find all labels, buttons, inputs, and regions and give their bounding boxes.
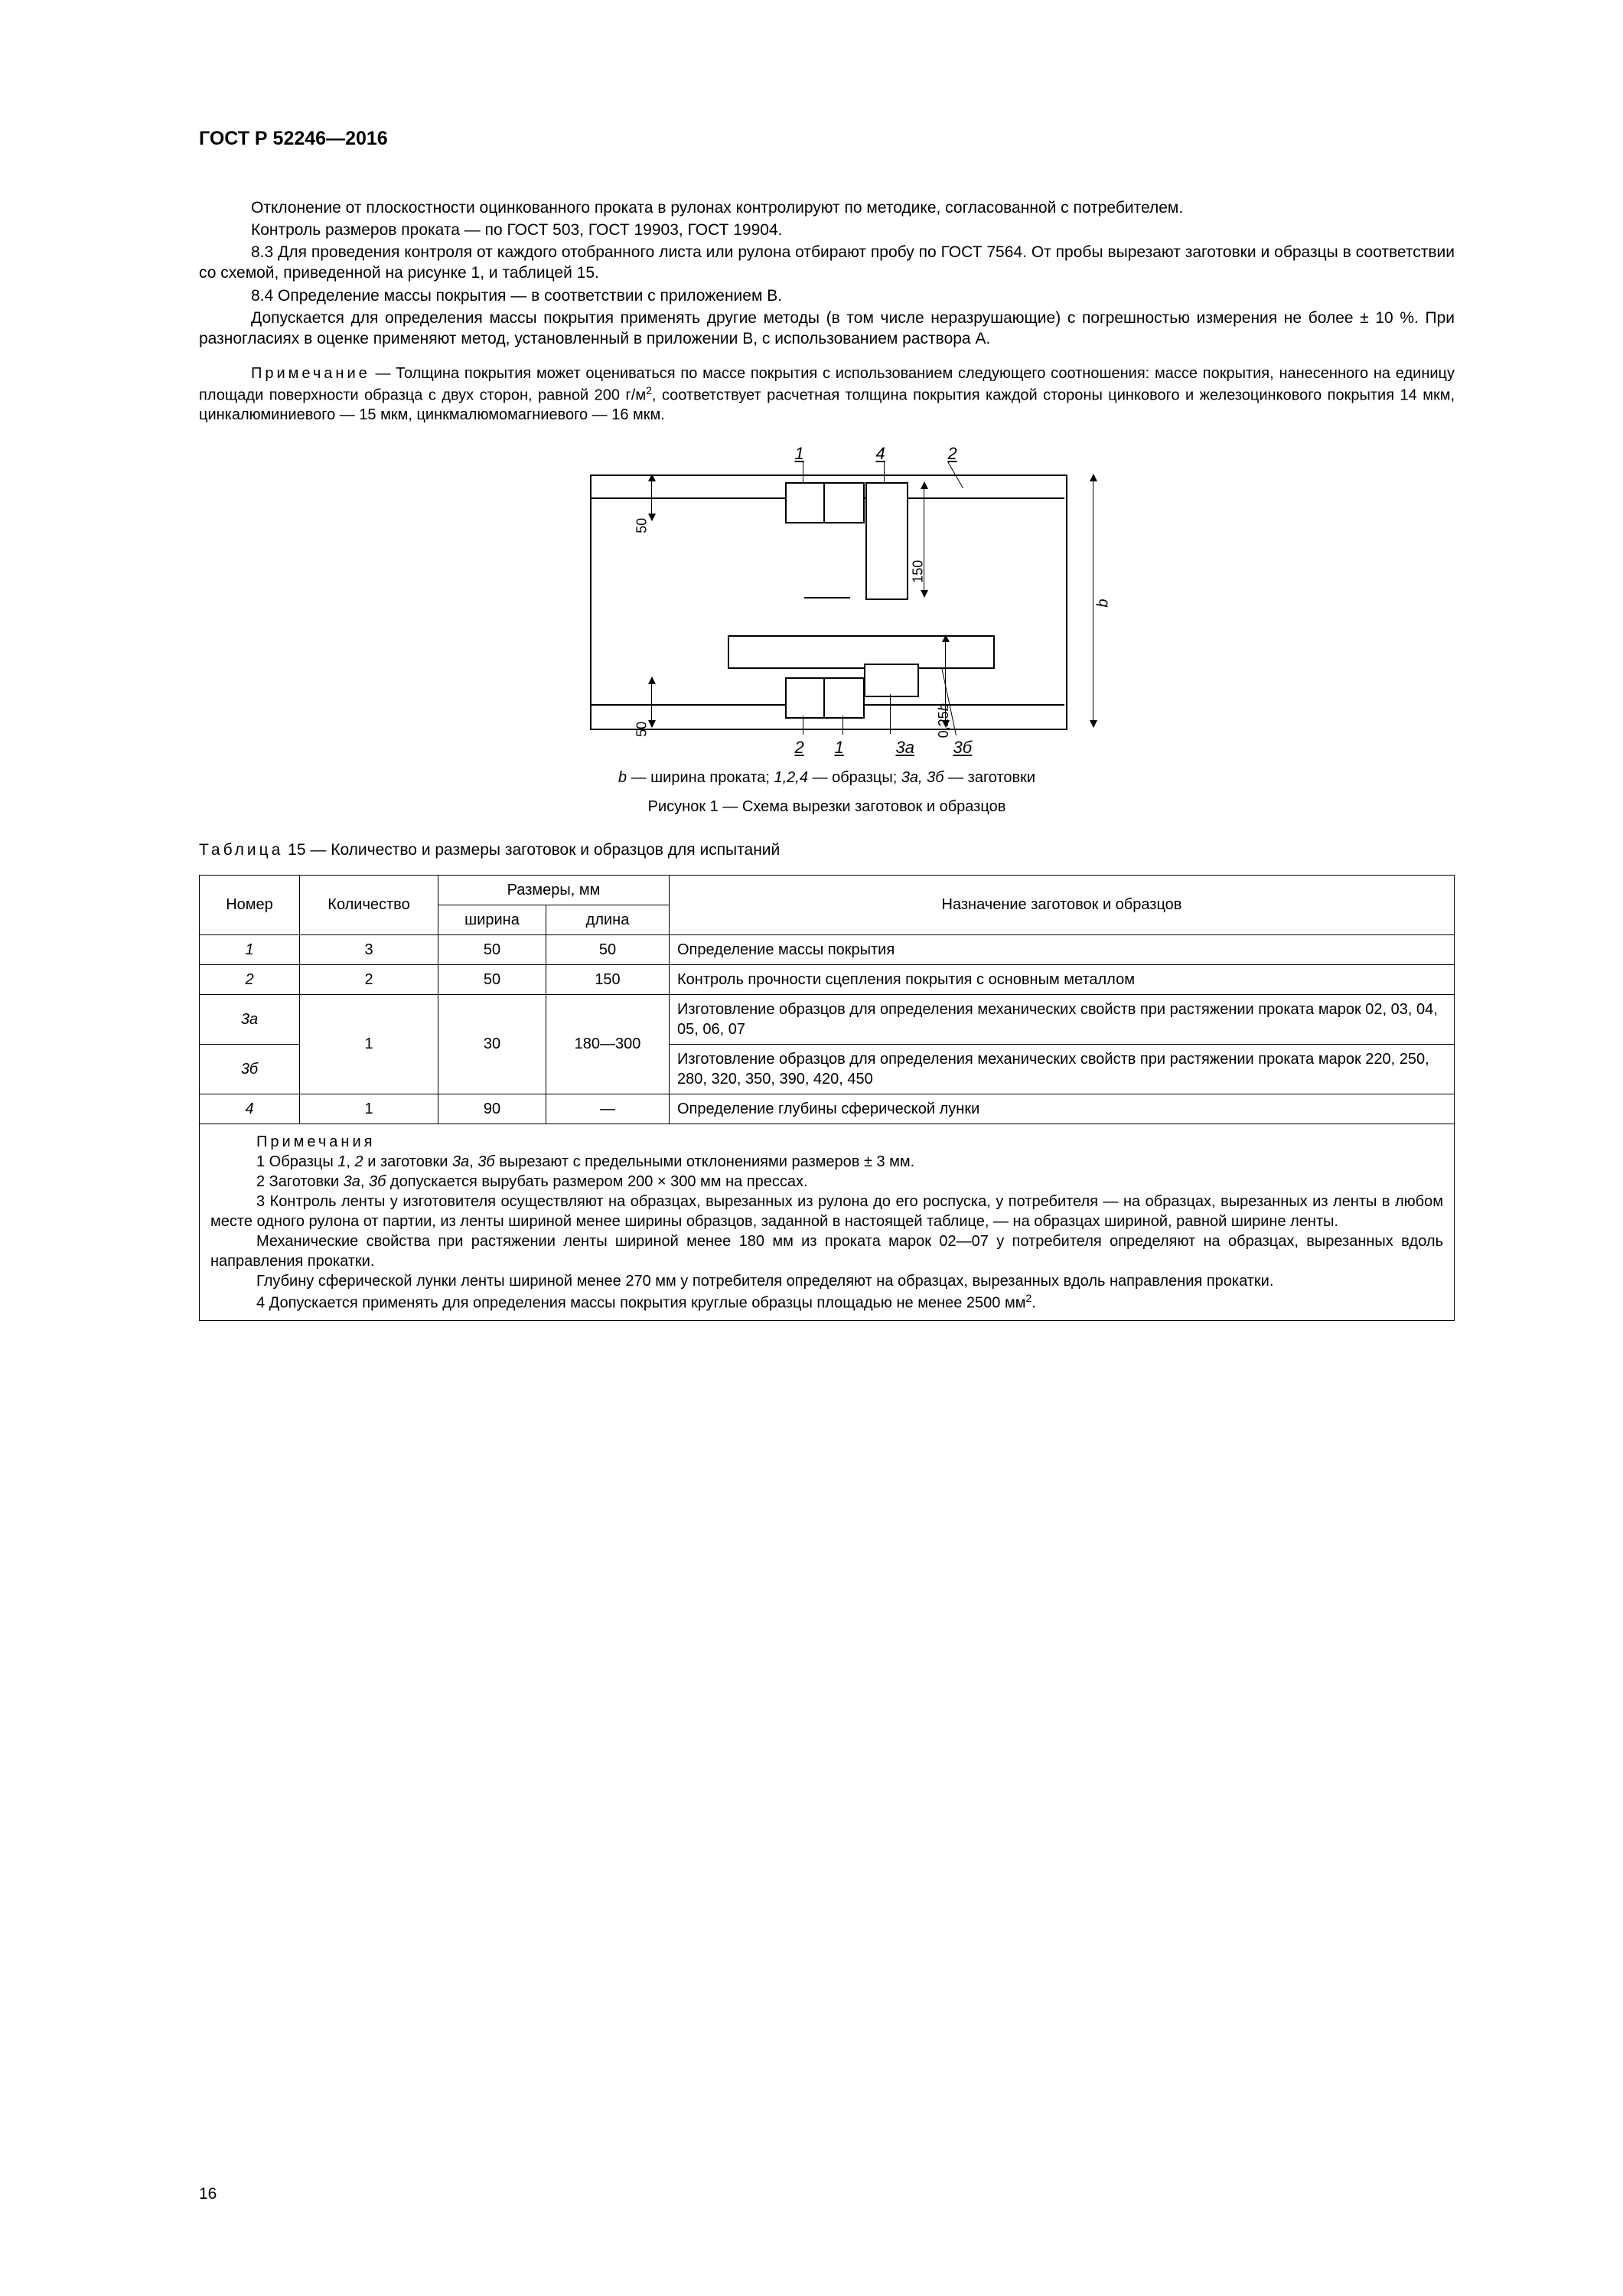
- fig-bot-2: 2: [795, 737, 804, 759]
- th-qty: Количество: [300, 875, 438, 934]
- dim-50-bot: 50: [633, 722, 650, 737]
- th-w: ширина: [438, 905, 546, 934]
- dim-b: b: [1093, 599, 1113, 608]
- note-block: Примечание — Толщина покрытия может оцен…: [199, 364, 1455, 426]
- page-number: 16: [199, 2183, 217, 2204]
- table-15: Номер Количество Размеры, мм Назначение …: [199, 875, 1455, 1124]
- figure-legend: b — ширина проката; 1,2,4 — образцы; 3а,…: [199, 768, 1455, 788]
- table-row: 4 1 90 — Определение глубины сферической…: [200, 1094, 1455, 1124]
- figure-diagram: b 50 50 150 0,25b 1 4 2 2 1 3а 3б: [590, 440, 1064, 762]
- note-lead: Примечание: [251, 365, 370, 382]
- th-num: Номер: [200, 875, 300, 934]
- figure-title: Рисунок 1 — Схема вырезки заготовок и об…: [199, 797, 1455, 817]
- th-purpose: Назначение заготовок и образцов: [670, 875, 1455, 934]
- para-5: Допускается для определения массы покрыт…: [199, 308, 1455, 350]
- doc-header: ГОСТ Р 52246—2016: [199, 126, 1455, 152]
- dim-50-top: 50: [633, 518, 650, 533]
- th-dims: Размеры, мм: [438, 875, 670, 905]
- para-4: 8.4 Определение массы покрытия — в соотв…: [199, 285, 1455, 306]
- para-2: Контроль размеров проката — по ГОСТ 503,…: [199, 220, 1455, 240]
- table-row: 3а 1 30 180—300 Изготовление образцов дл…: [200, 994, 1455, 1044]
- table-row: 2 2 50 150 Контроль прочности сцепления …: [200, 964, 1455, 994]
- note-sup: 2: [646, 384, 652, 396]
- para-3: 8.3 Для проведения контроля от каждого о…: [199, 242, 1455, 284]
- table-row: 1 3 50 50 Определение массы покрытия: [200, 934, 1455, 964]
- table-title: Таблица 15 — Количество и размеры загото…: [199, 840, 1455, 860]
- fig-bot-3b: 3б: [953, 737, 973, 759]
- fig-top-4: 4: [876, 443, 885, 465]
- table-notes: Примечания 1 Образцы 1, 2 и заготовки 3а…: [199, 1124, 1455, 1322]
- para-1: Отклонение от плоскостности оцинкованног…: [199, 197, 1455, 218]
- fig-bot-3a: 3а: [896, 737, 914, 759]
- th-l: длина: [546, 905, 670, 934]
- dim-150: 150: [909, 560, 927, 583]
- fig-top-1: 1: [795, 443, 804, 465]
- fig-bot-1: 1: [835, 737, 844, 759]
- fig-top-2: 2: [948, 443, 957, 465]
